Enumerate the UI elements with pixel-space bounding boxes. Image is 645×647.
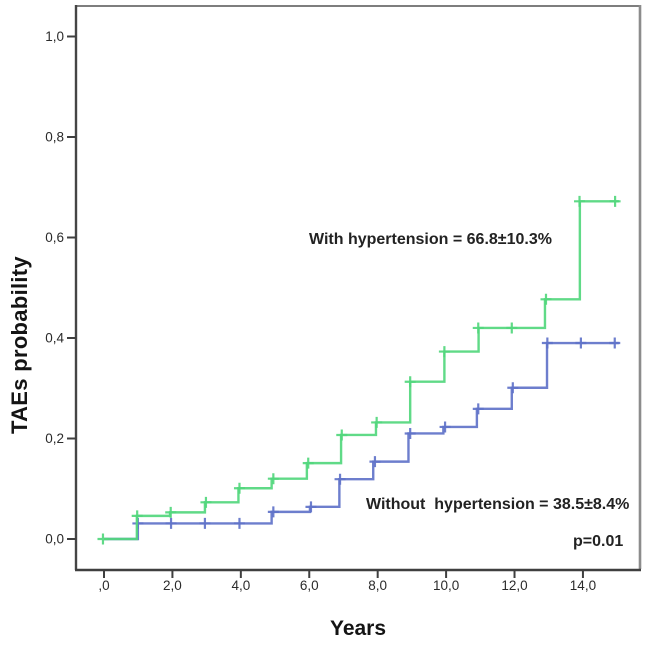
x-axis-title: Years [329,617,387,640]
annotation-with-hypertension: With hypertension = 66.8±10.3% [309,231,552,248]
y-tick-label: 0,4 [45,331,64,346]
y-tick-label: 0,0 [45,532,64,547]
x-tick-label: ,0 [98,578,109,593]
curve-without-hypertension [104,341,619,541]
y-tick-label: 0,8 [45,130,64,145]
y-tick-label: 0,2 [45,431,64,446]
x-tick-label: 8,0 [368,578,387,593]
y-tick-label: 0,6 [45,230,64,245]
x-tick-label: 2,0 [163,578,182,593]
annotation-without-hypertension: Without hypertension = 38.5±8.4% [366,496,630,513]
y-axis-title: TAEs probability [7,256,32,434]
x-tick-label: 6,0 [300,578,319,593]
x-tick-label: 12,0 [501,578,527,593]
annotation-p-value: p=0.01 [573,533,624,550]
x-tick-label: 14,0 [570,578,596,593]
y-tick-label: 1,0 [45,29,64,44]
censor-marks-with-hypertension [97,195,621,545]
curve-with-hypertension [104,200,619,541]
x-tick-label: 10,0 [433,578,459,593]
x-tick-label: 4,0 [231,578,250,593]
